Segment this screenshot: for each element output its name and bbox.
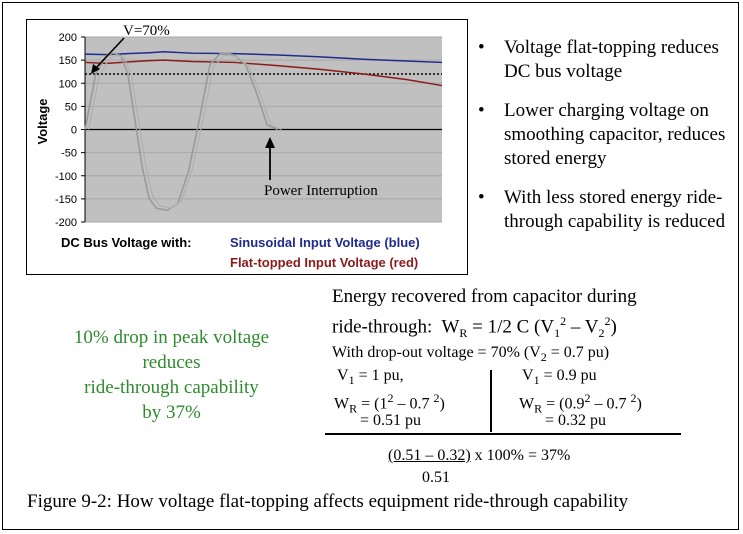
note-line: ride-through capability (84, 377, 259, 398)
dropout-line: With drop-out voltage = 70% (V2 = 0.7 pu… (332, 343, 609, 367)
series-line-3-trace (87, 54, 282, 209)
v70-annotation: V=70% (123, 23, 170, 39)
bullet-marker: • (478, 187, 485, 208)
formula-v1-sub: 1 (554, 326, 561, 341)
right-wr: WR = (0.92 – 0.7 2) (519, 388, 642, 419)
bullet-list: • Voltage flat-topping reduces DC bus vol… (478, 36, 733, 249)
voltage-chart: 200 150 100 50 0 -50 -100 -150 -200 Voltage V=70% P… (35, 23, 443, 270)
w-dash: – 0.7 (590, 395, 631, 413)
w-symbol: W (334, 395, 350, 413)
dropout-end: = 0.7 pu) (546, 344, 610, 361)
v-symbol: V (522, 367, 534, 384)
right-result: = 0.32 pu (545, 412, 607, 429)
left-result: = 0.51 pu (360, 412, 422, 429)
w-mid: = (1 (357, 395, 388, 413)
y-tick-label: 0 (71, 125, 77, 137)
formula-w: W (441, 316, 460, 338)
interruption-arrow-head (265, 137, 275, 148)
bullet-item: • Lower charging voltage on smoothing cap… (478, 99, 733, 171)
y-tick-label: 100 (59, 78, 77, 90)
bullet-text: With less stored energy ride-through cap… (504, 187, 726, 232)
chart-panel: 200 150 100 50 0 -50 -100 -150 -200 Voltage V=70% P… (26, 19, 468, 275)
divider-horizontal (325, 433, 681, 435)
w-sub: R (534, 401, 543, 416)
y-tick-label: -150 (55, 194, 77, 206)
fraction-denominator: 0.51 (422, 469, 450, 486)
y-tick-label: -200 (55, 217, 77, 229)
v70-arrow-shaft (94, 37, 125, 70)
legend-prefix: DC Bus Voltage with: (61, 235, 191, 250)
v-symbol: V (337, 367, 349, 384)
w-dash: – 0.7 (393, 395, 434, 413)
w-sq2: 2 (433, 391, 440, 405)
dropout-sub: 2 (540, 350, 547, 365)
formula-eq: = 1/2 C (V (472, 316, 555, 338)
w-sub: R (349, 401, 358, 416)
formula-w-sub: R (459, 326, 468, 341)
v-sub: 1 (533, 373, 540, 388)
v-sub: 1 (348, 373, 355, 388)
note-line: reduces (142, 352, 201, 373)
percent-fraction: (0.51 – 0.32) x 100% = 37% (388, 446, 570, 466)
bullet-item: • Voltage flat-topping reduces DC bus vol… (478, 36, 733, 84)
energy-title-line1: Energy recovered from capacitor during (332, 286, 637, 307)
bullet-text: Voltage flat-topping reduces DC bus volt… (504, 37, 719, 82)
w-sq1: 2 (387, 391, 394, 405)
y-tick-label: 50 (65, 101, 77, 113)
w-sq2: 2 (630, 391, 637, 405)
fraction-numerator: (0.51 – 0.32) (388, 447, 471, 464)
green-summary-note: 10% drop in peak voltage reduces ride-th… (44, 325, 299, 425)
bullet-marker: • (478, 100, 485, 121)
formula-close: ) (610, 316, 617, 338)
formula-v2-sub: 2 (598, 326, 605, 341)
note-line: 10% drop in peak voltage (73, 327, 270, 348)
series-line-1 (84, 51, 443, 64)
v-value: = 1 pu, (354, 367, 404, 384)
y-tick-label: -50 (61, 148, 77, 160)
dropout-text: With drop-out voltage = 70% (V (332, 344, 541, 361)
y-tick-label: 150 (59, 55, 77, 67)
figure-caption: Figure 9-2: How voltage flat-topping aff… (27, 491, 629, 512)
w-end: ) (439, 395, 445, 413)
bullet-text: Lower charging voltage on smoothing capa… (504, 100, 726, 169)
formula-minus: – V (566, 316, 599, 338)
formula-sq2: 2 (604, 314, 611, 328)
y-axis-label: Voltage (35, 99, 50, 145)
formula-sq1: 2 (560, 314, 567, 328)
w-end: ) (636, 395, 642, 413)
energy-title: Energy recovered from capacitor during r… (332, 284, 637, 346)
power-interruption-annotation: Power Interruption (264, 183, 378, 199)
legend-entry-blue: Sinusoidal Input Voltage (blue) (230, 235, 420, 250)
right-v1: V1 = 0.9 pu (522, 366, 597, 390)
formula-prefix: ride-through: (332, 316, 433, 338)
left-v1: V1 = 1 pu, (337, 366, 404, 390)
v70-arrow-head (91, 64, 100, 74)
y-tick-label: 200 (59, 32, 77, 44)
series-line-2 (84, 59, 443, 87)
legend-entry-red: Flat-topped Input Voltage (red) (230, 255, 418, 270)
note-line: by 37% (142, 402, 201, 423)
left-wr: WR = (12 – 0.7 2) (334, 388, 445, 419)
w-sq1: 2 (584, 391, 591, 405)
bullet-marker: • (478, 37, 485, 58)
w-mid: = (0.9 (542, 395, 585, 413)
y-tick-label: -100 (55, 171, 77, 183)
bullet-item: • With less stored energy ride-through ca… (478, 186, 733, 234)
energy-formula: ride-through: WR = 1/2 C (V12 – V22) (332, 309, 637, 346)
fraction-result: x 100% = 37% (470, 447, 571, 464)
w-symbol: W (519, 395, 535, 413)
v-value: = 0.9 pu (539, 367, 597, 384)
divider-vertical (490, 370, 492, 432)
